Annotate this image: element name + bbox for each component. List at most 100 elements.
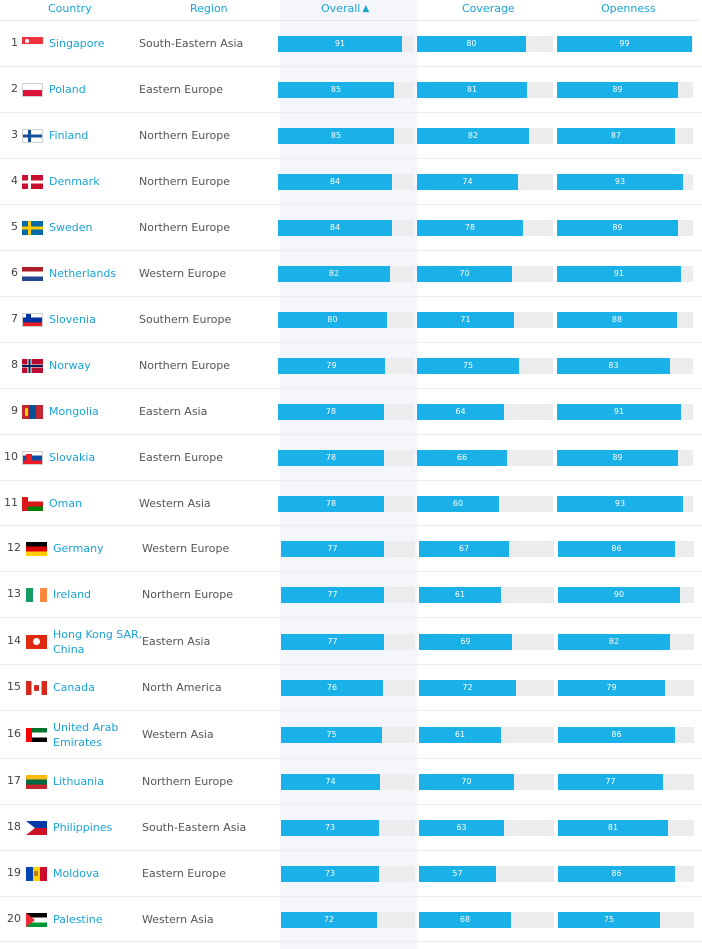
country-link[interactable]: Hong Kong SAR, China xyxy=(53,627,143,656)
coverage-score-fill xyxy=(419,680,516,696)
openness-score-fill xyxy=(557,128,675,144)
country-link[interactable]: Poland xyxy=(49,83,86,96)
country-link[interactable]: Canada xyxy=(53,681,95,694)
country-link[interactable]: Denmark xyxy=(49,175,100,188)
openness-column-header[interactable]: Openness xyxy=(601,2,656,15)
overall-score-bar: 78 xyxy=(278,404,414,420)
row-divider xyxy=(0,710,702,711)
country-link[interactable]: Oman xyxy=(49,496,83,510)
openness-score-bar: 82 xyxy=(558,633,694,650)
openness-score-value: 91 xyxy=(613,407,625,416)
table-row: 6 Netherlands Western Europe 82 70 91 xyxy=(0,251,702,297)
coverage-score-bar: 82 xyxy=(417,128,553,144)
country-link[interactable]: Moldova xyxy=(53,867,100,880)
row-divider xyxy=(0,571,702,572)
norway-flag-icon xyxy=(22,359,43,373)
sweden-flag-icon xyxy=(22,221,43,235)
openness-score-value: 99 xyxy=(619,39,630,48)
openness-score-value: 93 xyxy=(614,177,626,186)
rank-number: 9 xyxy=(11,404,18,417)
overall-score-fill xyxy=(278,266,390,282)
openness-score-value: 86 xyxy=(611,544,622,553)
country-link[interactable]: Finland xyxy=(49,129,89,142)
country-link[interactable]: Singapore xyxy=(49,37,105,50)
coverage-score-bar: 78 xyxy=(417,220,553,236)
region-label: South-Eastern Asia xyxy=(142,821,247,834)
rank-number: 18 xyxy=(7,820,21,833)
coverage-score-value: 75 xyxy=(462,361,474,370)
openness-score-fill xyxy=(558,587,680,603)
country-column-header[interactable]: Country xyxy=(48,2,92,15)
country-link[interactable]: United Arab Emirates xyxy=(53,721,119,749)
country-link[interactable]: Ireland xyxy=(53,588,92,601)
country-link[interactable]: Palestine xyxy=(53,912,103,926)
openness-score-bar: 91 xyxy=(557,404,693,420)
coverage-score-value: 64 xyxy=(455,407,466,416)
rank-number: 12 xyxy=(7,541,21,554)
overall-score-bar: 84 xyxy=(278,220,414,236)
openness-score-bar: 89 xyxy=(557,82,693,98)
rank-number: 10 xyxy=(4,450,18,463)
overall-column-header[interactable]: Overall ▲ xyxy=(321,2,369,15)
openness-score-bar: 89 xyxy=(557,450,693,466)
coverage-score-value: 68 xyxy=(459,914,471,924)
coverage-score-fill xyxy=(417,174,518,190)
openness-score-fill xyxy=(558,680,665,696)
netherlands-flag-icon xyxy=(22,267,43,281)
table-row: 14 Hong Kong SAR, China Eastern Asia 77 69 82 xyxy=(0,618,702,665)
coverage-score-value: 63 xyxy=(456,823,467,832)
row-divider xyxy=(0,896,702,897)
openness-score-value: 89 xyxy=(612,223,623,232)
region-label: Northern Europe xyxy=(142,775,234,788)
country-link[interactable]: Netherlands xyxy=(49,267,117,280)
overall-score-bar: 75 xyxy=(281,727,415,743)
openness-score-value: 89 xyxy=(612,85,623,94)
slovakia-flag-icon xyxy=(22,451,43,465)
country-link[interactable]: Mongolia xyxy=(49,405,99,418)
overall-score-bar: 82 xyxy=(278,266,414,282)
openness-score-fill xyxy=(557,450,678,466)
country-link[interactable]: Philippines xyxy=(53,821,113,834)
coverage-score-fill xyxy=(419,866,496,882)
table-row: 20 Palestine Western Asia 72 68 75 xyxy=(0,897,702,942)
country-link[interactable]: Sweden xyxy=(49,221,93,234)
coverage-column-header[interactable]: Coverage xyxy=(462,2,515,15)
overall-score-value: 73 xyxy=(324,869,336,878)
region-label: South-Eastern Asia xyxy=(139,37,244,50)
coverage-score-bar: 80 xyxy=(417,36,553,52)
coverage-score-value: 82 xyxy=(467,131,479,140)
denmark-flag-icon xyxy=(22,175,43,189)
overall-score-value: 77 xyxy=(327,590,338,599)
row-divider xyxy=(0,342,702,343)
overall-score-value: 76 xyxy=(326,683,338,692)
country-link[interactable]: Lithuania xyxy=(53,775,104,788)
region-label: Northern Europe xyxy=(142,588,234,601)
country-link[interactable]: Slovakia xyxy=(49,451,96,464)
uae-flag-icon xyxy=(26,728,47,742)
openness-score-bar: 86 xyxy=(558,541,694,557)
coverage-score-fill xyxy=(419,541,509,557)
overall-score-value: 84 xyxy=(329,177,341,186)
rank-number: 15 xyxy=(7,680,21,693)
coverage-score-fill xyxy=(419,727,501,743)
country-link[interactable]: Slovenia xyxy=(49,313,96,326)
coverage-score-value: 57 xyxy=(452,869,463,878)
country-link[interactable]: Norway xyxy=(49,359,91,372)
region-label: Western Europe xyxy=(142,542,230,555)
openness-score-fill xyxy=(558,866,675,882)
overall-score-bar: 72 xyxy=(281,911,415,928)
coverage-score-value: 80 xyxy=(466,39,477,48)
table-header: Country Region Overall ▲ Coverage Opennes… xyxy=(0,0,702,20)
openness-score-bar: 87 xyxy=(557,128,693,144)
openness-score-fill xyxy=(557,266,681,282)
coverage-score-bar: 66 xyxy=(417,450,553,466)
openness-score-value: 93 xyxy=(614,498,626,508)
row-divider xyxy=(0,434,702,435)
openness-score-value: 90 xyxy=(613,590,625,599)
overall-score-bar: 73 xyxy=(281,820,415,836)
country-link[interactable]: Germany xyxy=(53,542,104,555)
region-column-header[interactable]: Region xyxy=(190,2,228,15)
openness-score-fill xyxy=(557,220,678,236)
coverage-score-fill xyxy=(417,266,512,282)
overall-score-bar: 74 xyxy=(281,774,415,790)
